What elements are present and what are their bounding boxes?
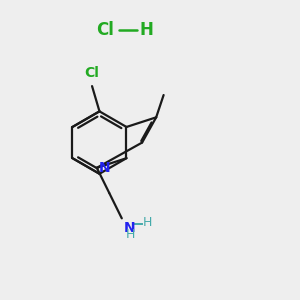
Text: N: N bbox=[123, 221, 135, 235]
Text: Cl: Cl bbox=[85, 66, 100, 80]
Text: Cl: Cl bbox=[97, 21, 114, 39]
Text: H: H bbox=[143, 216, 153, 229]
Text: H: H bbox=[126, 228, 136, 241]
Text: H: H bbox=[140, 21, 154, 39]
Text: N: N bbox=[98, 161, 110, 175]
